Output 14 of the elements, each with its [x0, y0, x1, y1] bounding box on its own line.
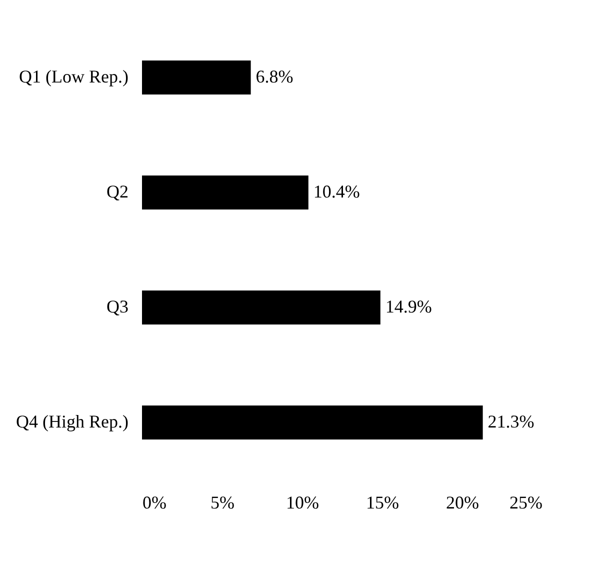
y-tick-label: Q3: [106, 296, 128, 316]
data-label: 6.8%: [256, 66, 294, 86]
data-label: 14.9%: [385, 296, 432, 316]
x-tick-label: 25%: [510, 492, 542, 512]
y-tick-label: Q4 (High Rep.): [16, 412, 129, 432]
y-tick-label: Q2: [106, 182, 128, 202]
x-tick-label: 10%: [286, 492, 319, 512]
data-label: 21.3%: [488, 412, 534, 432]
x-tick-label: 15%: [366, 492, 399, 512]
x-tick-label: 0%: [142, 492, 166, 512]
y-tick-label: Q1 (Low Rep.): [19, 66, 128, 86]
x-tick-label: 5%: [210, 492, 234, 512]
data-label: 10.4%: [313, 182, 360, 202]
x-tick-label: 20%: [446, 492, 479, 512]
